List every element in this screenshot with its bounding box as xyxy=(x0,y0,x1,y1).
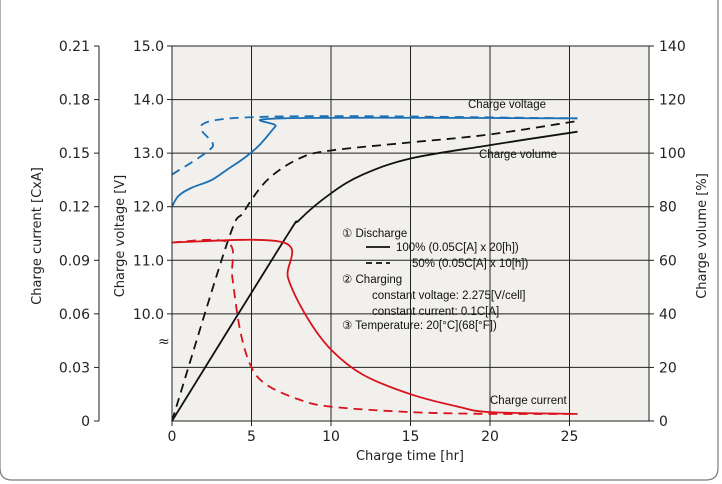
voltage-tick-label: 15.0 xyxy=(133,39,164,55)
current-tick-label: 0.06 xyxy=(59,307,90,323)
current-tick-label: 0.21 xyxy=(59,39,90,55)
volume-tick-label: 60 xyxy=(659,253,677,269)
charge-current-50pct-line xyxy=(171,238,578,415)
y-axis-title-voltage: Charge voltage [V] xyxy=(113,175,128,298)
voltage-tick-label: 14.0 xyxy=(133,93,164,109)
volume-tick-label: 100 xyxy=(659,146,686,162)
y-axis-title-current: Charge current [CxA] xyxy=(30,167,45,305)
current-tick-label: 0.15 xyxy=(59,146,90,162)
x-tick-label: 15 xyxy=(402,429,420,445)
series-layer xyxy=(171,115,578,422)
series-label-charge-volume: Charge volume xyxy=(479,149,557,161)
grid-lines xyxy=(172,46,649,421)
volume-tick-label: 40 xyxy=(659,307,677,323)
annotation-discharge-50: 50% (0.05C[A] x 10[h]) xyxy=(412,258,529,270)
series-label-charge-voltage: Charge voltage xyxy=(468,99,546,111)
volume-tick-label: 0 xyxy=(659,414,668,430)
x-tick-label: 0 xyxy=(168,429,177,445)
charge-current-100pct-line xyxy=(171,238,578,415)
voltage-tick-label: 13.0 xyxy=(133,146,164,162)
charge-voltage-50pct-line xyxy=(171,115,578,176)
axis-break-symbol: ≈ xyxy=(158,334,170,350)
voltage-tick-label: 11.0 xyxy=(133,253,164,269)
x-tick-label: 20 xyxy=(481,429,499,445)
current-tick-label: 0.18 xyxy=(59,93,90,109)
x-tick-label: 25 xyxy=(561,429,579,445)
annotation-charging: ② Charging xyxy=(342,274,402,286)
charge-volume-100pct-line xyxy=(171,130,578,422)
volume-tick-label: 120 xyxy=(659,93,686,109)
axes-layer: 0 5 10 15 20 25 0 0.03 0.06 0.09 0.12 0.15 0.18 0.21 1… xyxy=(59,39,686,445)
current-tick-label: 0.03 xyxy=(59,360,90,376)
voltage-tick-label: 12.0 xyxy=(133,200,164,216)
current-tick-label: 0.09 xyxy=(59,253,90,269)
charge-volume-50pct-line xyxy=(171,120,578,422)
annotation-constant-voltage: constant voltage: 2.275[V/cell] xyxy=(372,290,525,302)
volume-tick-label: 20 xyxy=(659,360,677,376)
current-tick-label: 0 xyxy=(81,414,90,430)
charge-voltage-100pct-line xyxy=(171,116,578,208)
volume-tick-label: 140 xyxy=(659,39,686,55)
x-tick-label: 5 xyxy=(247,429,256,445)
annotation-discharge-100: 100% (0.05C[A] x 20[h]) xyxy=(396,242,519,254)
series-label-charge-current: Charge current xyxy=(490,395,568,407)
x-tick-label: 10 xyxy=(322,429,340,445)
annotation-constant-current: constant current: 0.1C[A] xyxy=(372,306,499,318)
annotation-temperature: ③ Temperature: 20[°C](68[°F]) xyxy=(342,320,497,332)
volume-tick-label: 80 xyxy=(659,200,677,216)
voltage-tick-label: 10.0 xyxy=(133,307,164,323)
x-axis-title: Charge time [hr] xyxy=(356,449,464,464)
current-tick-label: 0.12 xyxy=(59,200,90,216)
y-axis-title-volume: Charge volume [%] xyxy=(695,173,710,299)
annotation-discharge: ① Discharge xyxy=(342,228,407,240)
annotation-block: ① Discharge 100% (0.05C[A] x 20[h]) 50% … xyxy=(342,228,529,332)
